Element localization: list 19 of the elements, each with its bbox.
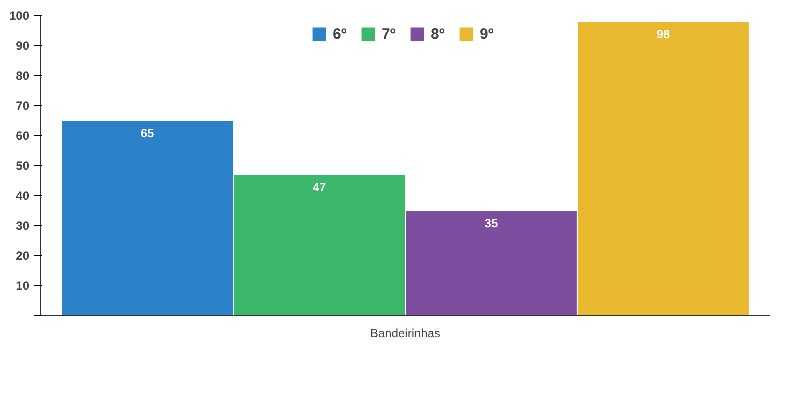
data-label: 98 — [656, 28, 670, 42]
y-tick-label: 20 — [16, 249, 30, 263]
y-tick-label: 10 — [16, 279, 30, 293]
y-tick-label: 70 — [16, 99, 30, 113]
x-tick-label: Bandeirinhas — [370, 326, 441, 340]
legend-label: 9º — [480, 26, 495, 42]
data-label: 65 — [140, 126, 155, 140]
legend-label: 6º — [333, 26, 348, 42]
y-tick-label: 40 — [16, 189, 30, 203]
data-label: 35 — [484, 216, 498, 230]
legend-label: 8º — [431, 26, 446, 42]
y-tick-label: 30 — [16, 219, 30, 233]
data-label: 47 — [312, 180, 327, 194]
y-tick-label: 90 — [16, 39, 30, 53]
y-tick-label: 100 — [9, 9, 30, 23]
legend-label: 7º — [382, 26, 397, 42]
y-tick-label: 80 — [16, 69, 30, 83]
y-tick-label: 50 — [16, 159, 30, 173]
y-tick-label: 60 — [16, 129, 30, 143]
